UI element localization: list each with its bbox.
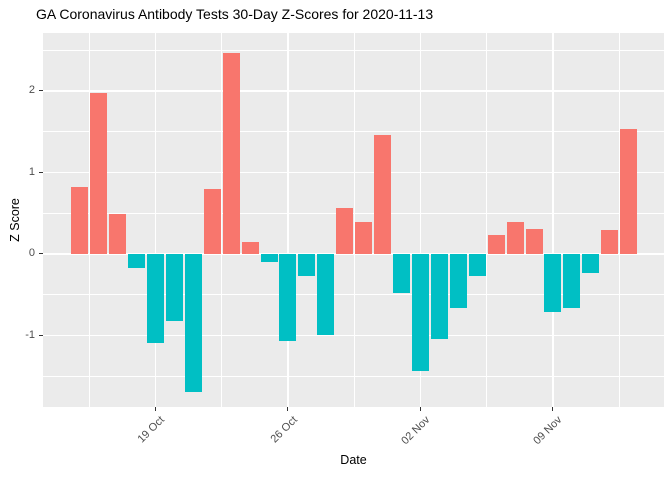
major-gridline-x	[287, 33, 289, 407]
bar	[393, 253, 410, 293]
x-tick-mark	[287, 407, 289, 411]
x-tick-label: 26 Oct	[268, 414, 300, 446]
bar	[468, 253, 486, 276]
minor-gridline-y	[43, 131, 664, 133]
minor-gridline-x	[486, 33, 488, 407]
plot-panel	[43, 33, 664, 407]
major-gridline-x	[419, 33, 422, 407]
bar	[71, 187, 89, 254]
bar	[298, 253, 316, 276]
bar	[165, 253, 183, 322]
minor-gridline-y	[43, 375, 664, 377]
y-tick-label: 2	[28, 84, 35, 97]
bar	[241, 241, 259, 254]
minor-gridline-x	[618, 33, 620, 407]
major-gridline-y	[43, 334, 664, 336]
bar	[203, 188, 221, 254]
x-tick-label: 09 Nov	[531, 414, 565, 448]
chart-title: GA Coronavirus Antibody Tests 30-Day Z-S…	[36, 6, 434, 22]
bar	[430, 253, 448, 339]
y-tick-label: 1	[28, 165, 35, 178]
major-gridline-x	[552, 33, 554, 407]
x-tick-mark	[154, 407, 156, 411]
bar	[127, 253, 145, 268]
bar	[146, 253, 164, 344]
y-tick-label: 0	[28, 247, 35, 260]
bar	[355, 222, 373, 254]
y-tick-mark	[39, 171, 43, 173]
x-tick-label: 19 Oct	[135, 414, 167, 446]
y-tick-mark	[39, 90, 43, 92]
bar	[449, 253, 467, 308]
bar	[184, 253, 202, 392]
minor-gridline-x	[88, 33, 90, 407]
y-tick-mark	[39, 334, 43, 336]
minor-gridline-x	[353, 33, 355, 407]
major-gridline-x	[154, 33, 157, 407]
bar	[336, 208, 354, 254]
y-tick-label: -1	[25, 328, 35, 341]
bar	[582, 253, 600, 273]
bar	[411, 253, 429, 372]
minor-gridline-x	[221, 33, 223, 407]
x-axis-title: Date	[340, 453, 367, 467]
y-axis-title: Z Score	[8, 198, 23, 242]
y-tick-mark	[39, 253, 43, 255]
bar	[563, 253, 581, 308]
bar	[506, 222, 524, 254]
x-tick-label: 02 Nov	[398, 414, 432, 448]
bar	[620, 129, 638, 254]
x-tick-mark	[552, 407, 554, 411]
minor-gridline-y	[43, 212, 664, 214]
x-tick-mark	[419, 407, 421, 411]
major-gridline-y	[43, 253, 664, 255]
bar	[260, 253, 278, 262]
bar	[317, 253, 335, 336]
minor-gridline-y	[43, 294, 664, 296]
bar	[90, 93, 108, 254]
bar	[222, 52, 240, 254]
major-gridline-y	[43, 90, 664, 92]
minor-gridline-y	[43, 49, 664, 51]
bar	[525, 229, 543, 254]
bar	[544, 253, 562, 312]
bar	[487, 235, 505, 254]
bar	[601, 230, 619, 254]
bar	[279, 253, 297, 341]
bar	[374, 134, 392, 254]
bar	[109, 213, 127, 254]
major-gridline-y	[43, 171, 664, 174]
